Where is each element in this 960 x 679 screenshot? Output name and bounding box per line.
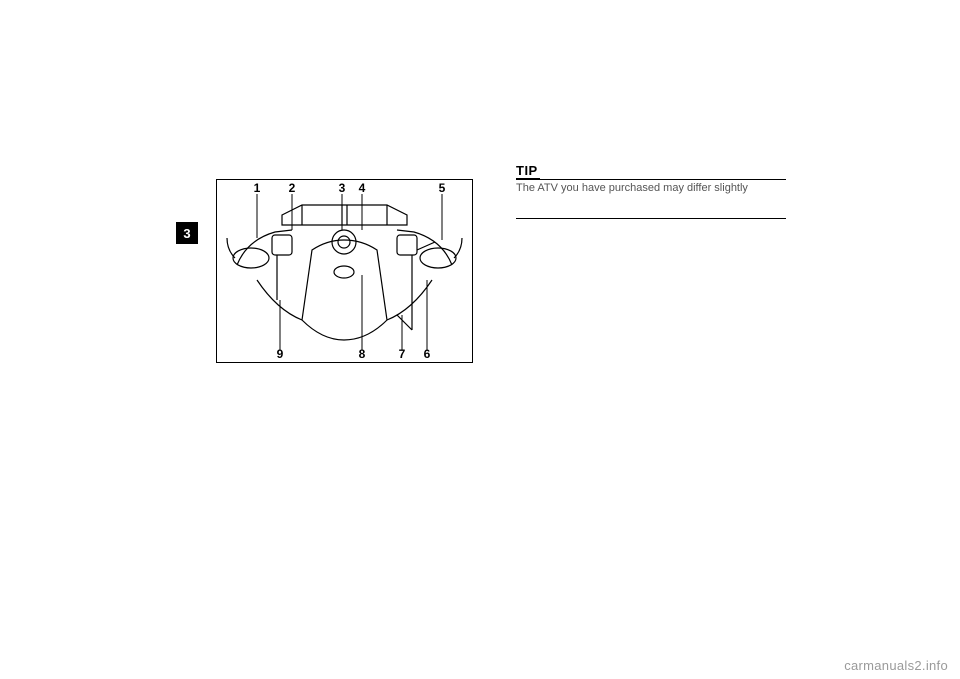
- diagram-label-5: 5: [435, 181, 449, 195]
- diagram-label-2: 2: [285, 181, 299, 195]
- tip-bottom-rule: [516, 218, 786, 219]
- diagram-label-1: 1: [250, 181, 264, 195]
- controls-diagram: 1 2 3 4 5 9 8 7 6: [216, 179, 473, 363]
- diagram-label-3: 3: [335, 181, 349, 195]
- chapter-tab: 3: [176, 222, 198, 244]
- tip-top-rule: [516, 179, 786, 180]
- diagram-label-4: 4: [355, 181, 369, 195]
- tip-body-text: The ATV you have purchased may differ sl…: [516, 182, 786, 194]
- tip-title: TIP: [516, 163, 540, 179]
- diagram-label-9: 9: [273, 347, 287, 361]
- tip-block: TIP The ATV you have purchased may diffe…: [516, 162, 786, 219]
- diagram-label-7: 7: [395, 347, 409, 361]
- diagram-label-6: 6: [420, 347, 434, 361]
- watermark: carmanuals2.info: [844, 658, 948, 673]
- diagram-label-8: 8: [355, 347, 369, 361]
